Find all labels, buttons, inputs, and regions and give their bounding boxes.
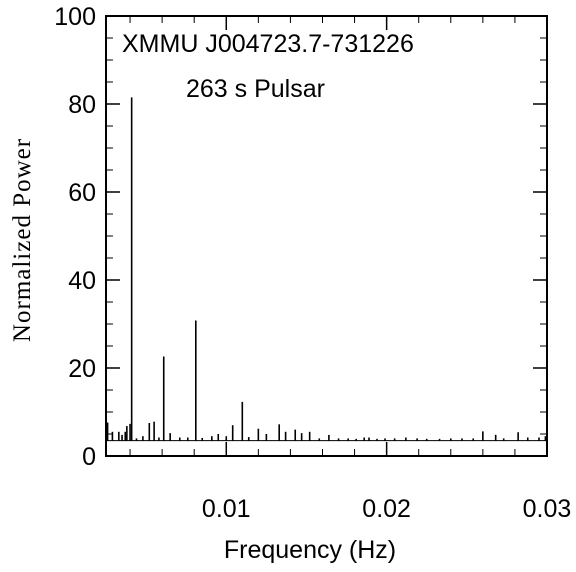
x-tick-label: 0.01 (202, 495, 251, 523)
axis-ticks (106, 15, 548, 457)
y-tick-label: 20 (68, 355, 96, 383)
y-tick-label: 40 (68, 267, 96, 295)
power-series (106, 97, 547, 442)
y-tick-label: 100 (54, 3, 96, 31)
tick-labels: 0 20 40 60 80 100 0.01 0.02 0.03 (54, 3, 571, 523)
y-tick-label: 0 (82, 443, 96, 471)
annotation-pulsar-period: 263 s Pulsar (186, 75, 325, 103)
x-tick-label: 0.02 (362, 495, 411, 523)
y-axis-label: Normalized Power (9, 138, 36, 342)
x-axis-label: Frequency (Hz) (224, 536, 396, 564)
y-tick-label: 80 (68, 91, 96, 119)
x-tick-label: 0.03 (523, 495, 572, 523)
y-tick-label: 60 (68, 179, 96, 207)
annotation-source-name: XMMU J004723.7-731226 (122, 30, 414, 58)
plot-frame (105, 15, 548, 457)
